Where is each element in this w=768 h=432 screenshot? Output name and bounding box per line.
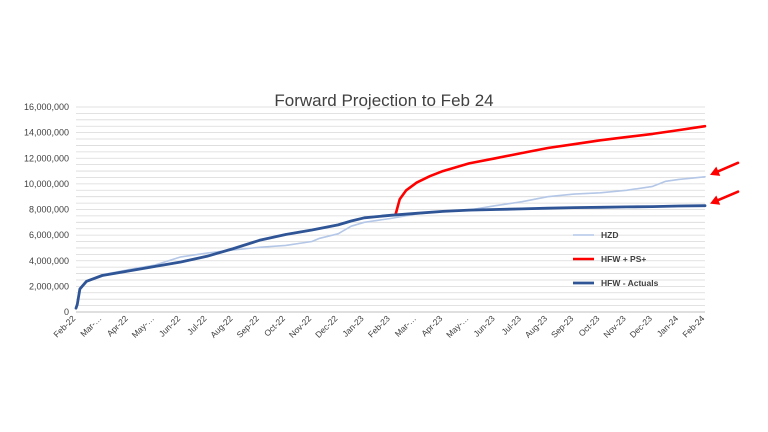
gridlines	[76, 106, 705, 306]
x-tick-label: Apr-23	[419, 313, 444, 338]
series-lines	[74, 124, 707, 310]
y-tick-label: 6,000,000	[29, 230, 69, 240]
x-tick-label: Feb-23	[366, 313, 392, 339]
y-tick-label: 16,000,000	[24, 102, 69, 112]
y-tick-label: 0	[64, 307, 69, 317]
x-tick-label: Jan-23	[340, 313, 366, 339]
legend-label-2: HFW - Actuals	[601, 278, 659, 288]
y-tick-label: 4,000,000	[29, 256, 69, 266]
series-line-2	[74, 204, 707, 310]
x-tick-label: Nov-23	[601, 313, 628, 340]
x-tick-label: Jun-22	[157, 313, 183, 339]
x-tick-label: May-…	[130, 313, 156, 339]
x-tick-label: Sep-22	[234, 313, 261, 340]
y-tick-label: 14,000,000	[24, 128, 69, 138]
x-tick-label: Aug-23	[523, 313, 550, 340]
y-tick-label: 10,000,000	[24, 179, 69, 189]
arrow-head	[710, 195, 721, 205]
x-tick-label: Sep-23	[549, 313, 576, 340]
x-tick-label: Jul-22	[185, 313, 209, 337]
x-tick-label: Dec-23	[628, 313, 655, 340]
y-tick-label: 8,000,000	[29, 205, 69, 215]
y-tick-label: 12,000,000	[24, 153, 69, 163]
x-tick-label: Apr-22	[105, 313, 130, 338]
x-tick-label: Jun-23	[471, 313, 497, 339]
y-axis: 0 2,000,000 4,000,000 6,000,000 8,000,000 10,…	[24, 102, 69, 317]
arrow-shaft	[716, 190, 740, 202]
x-tick-label: Jan-24	[655, 313, 681, 339]
legend-label-0: HZD	[601, 230, 618, 240]
arrow-shaft	[716, 161, 740, 173]
x-tick-label: Mar-…	[393, 313, 418, 338]
series-line-1	[394, 124, 707, 216]
legend: HZD HFW + PS+ HFW - Actuals	[573, 230, 659, 288]
x-tick-label: Nov-22	[287, 313, 314, 340]
x-tick-label: Feb-24	[680, 313, 706, 339]
x-axis: Feb-22 Mar-… Apr-22 May-… Jun-22 Jul-22 Aug-22…	[51, 313, 706, 340]
x-tick-label: Feb-22	[51, 313, 77, 339]
x-tick-label: Jul-23	[500, 313, 524, 337]
x-tick-label: May-…	[444, 313, 470, 339]
x-tick-label: Dec-22	[313, 313, 340, 340]
x-tick-label: Mar-…	[78, 313, 103, 338]
arrow-hzd	[710, 161, 740, 176]
x-tick-label: Aug-22	[208, 313, 235, 340]
annotations	[710, 161, 740, 205]
arrow-head	[710, 166, 721, 176]
arrow-hfw-actuals	[710, 190, 740, 205]
x-tick-label: Oct-22	[262, 313, 287, 338]
chart-title: Forward Projection to Feb 24	[274, 91, 493, 110]
legend-label-1: HFW + PS+	[601, 254, 646, 264]
y-tick-label: 2,000,000	[29, 281, 69, 291]
x-tick-label: Oct-23	[576, 313, 601, 338]
